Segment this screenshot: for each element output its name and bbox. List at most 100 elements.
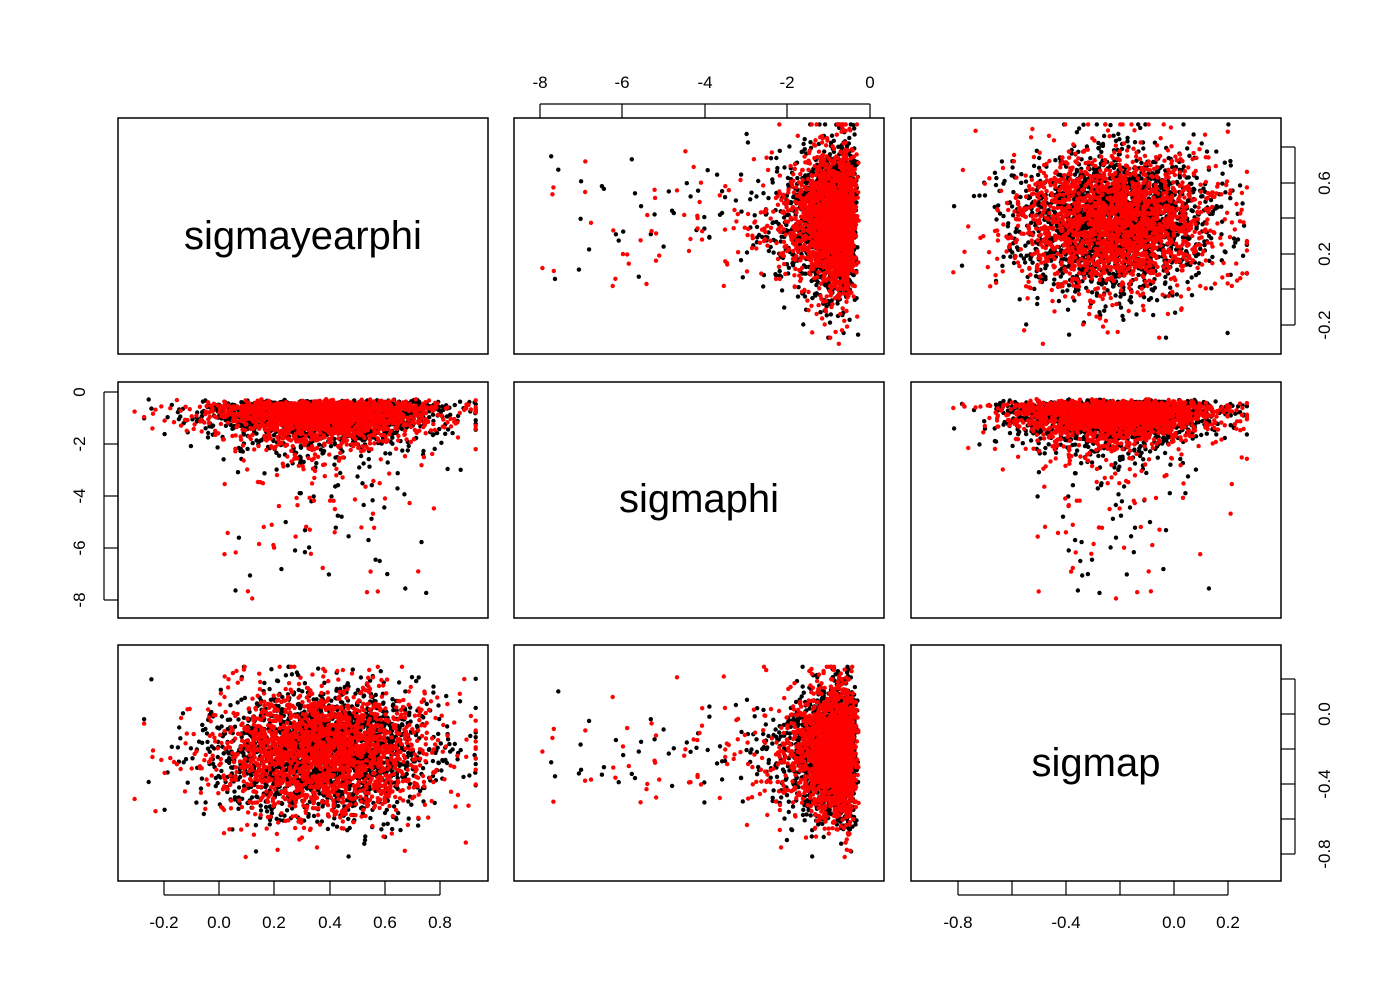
tick-label: -6	[70, 540, 89, 555]
scatter-point	[809, 122, 814, 127]
scatter-point	[768, 156, 774, 161]
scatter-point	[833, 329, 838, 335]
scatter-point	[810, 199, 815, 205]
scatter-point	[844, 299, 849, 304]
scatter-point	[1019, 172, 1024, 177]
scatter-point	[840, 157, 846, 162]
scatter-point	[1152, 285, 1158, 290]
scatter-point	[843, 282, 848, 288]
tick-label: -2	[779, 73, 794, 92]
tick-label: -8	[532, 73, 547, 92]
scatter-point	[761, 284, 766, 289]
scatter-point	[815, 231, 820, 237]
scatter-point	[768, 216, 773, 221]
scatter-point	[722, 195, 728, 200]
scatter-point	[755, 235, 760, 240]
scatter-point	[744, 131, 749, 137]
scatter-point	[798, 278, 803, 284]
scatter-point	[761, 183, 766, 188]
scatter-point	[818, 281, 824, 286]
scatter-point	[814, 217, 820, 222]
scatter-point	[626, 261, 631, 266]
scatter-point	[1005, 224, 1011, 229]
scatter-point	[835, 236, 840, 241]
var-label-sigmaphi: sigmaphi	[619, 477, 779, 521]
scatter-point	[790, 205, 796, 210]
scatter-point	[808, 241, 813, 247]
scatter-point	[652, 212, 657, 217]
scatter-point	[790, 184, 795, 189]
scatter-point	[748, 197, 753, 202]
scatter-point	[848, 257, 853, 262]
scatter-point	[1189, 275, 1194, 280]
scatter-point	[811, 142, 817, 147]
scatter-point	[695, 215, 700, 221]
scatter-point	[792, 284, 797, 290]
scatter-point	[847, 263, 853, 269]
tick-label: -6	[614, 73, 629, 92]
scatter-point	[843, 140, 848, 145]
scatter-point	[688, 194, 693, 199]
scatter-point	[807, 148, 812, 153]
var-label-sigmap: sigmap	[1032, 741, 1161, 785]
scatter-point	[835, 301, 840, 306]
scatter-point	[723, 259, 728, 264]
scatter-point	[792, 162, 798, 167]
scatter-point	[839, 129, 844, 134]
scatter-point	[786, 208, 791, 213]
scatter-point	[764, 155, 769, 160]
scatter-point	[734, 219, 739, 224]
scatter-point	[806, 308, 811, 313]
axis-right-sigmayearphi: -0.2 0.2 0.6	[1281, 146, 1334, 340]
scatter-point	[834, 132, 839, 137]
scatter-point	[818, 196, 823, 201]
scatter-point	[707, 235, 712, 240]
scatter-point	[781, 253, 786, 259]
scatter-point	[835, 190, 840, 195]
scatter-point	[832, 221, 837, 226]
scatter-point	[847, 135, 852, 141]
scatter-point	[836, 248, 841, 254]
scatter-point	[759, 271, 764, 276]
scatter-point	[1001, 254, 1006, 259]
scatter-point	[823, 205, 828, 211]
scatter-point	[802, 137, 807, 142]
scatter-point	[825, 252, 830, 257]
scatter-point	[808, 236, 813, 241]
scatter-point	[768, 238, 773, 243]
scatter-point	[705, 168, 710, 173]
scatter-point	[738, 172, 744, 177]
scatter-point	[822, 178, 827, 183]
scatter-point	[1222, 160, 1228, 165]
scatter-point	[848, 237, 853, 242]
scatter-point	[788, 216, 793, 222]
scatter-point	[840, 306, 845, 311]
scatter-point	[1076, 126, 1082, 131]
scatter-point	[982, 193, 988, 198]
scatter-point	[714, 172, 720, 177]
scatter-point	[578, 216, 583, 221]
scatter-point	[1032, 286, 1037, 292]
scatter-point	[649, 228, 654, 234]
scatter-point	[744, 250, 750, 255]
scatter-point	[798, 200, 803, 205]
scatter-point	[735, 211, 740, 217]
scatter-point	[777, 148, 782, 153]
scatter-point	[829, 159, 834, 164]
tick-label: 0	[70, 387, 89, 396]
scatter-point	[793, 216, 798, 222]
scatter-point	[826, 223, 831, 228]
scatter-point	[837, 184, 842, 189]
scatter-point	[828, 190, 833, 195]
scatter-point	[817, 253, 822, 259]
scatter-point	[810, 330, 815, 335]
scatter-point	[824, 313, 829, 318]
scatter-point	[839, 279, 844, 284]
scatter-point	[1120, 313, 1125, 319]
scatter-point	[779, 288, 785, 293]
scatter-point	[812, 207, 818, 212]
scatter-point	[644, 281, 649, 287]
scatter-point	[576, 267, 582, 272]
scatter-point	[845, 148, 850, 153]
scatter-point	[831, 255, 837, 261]
